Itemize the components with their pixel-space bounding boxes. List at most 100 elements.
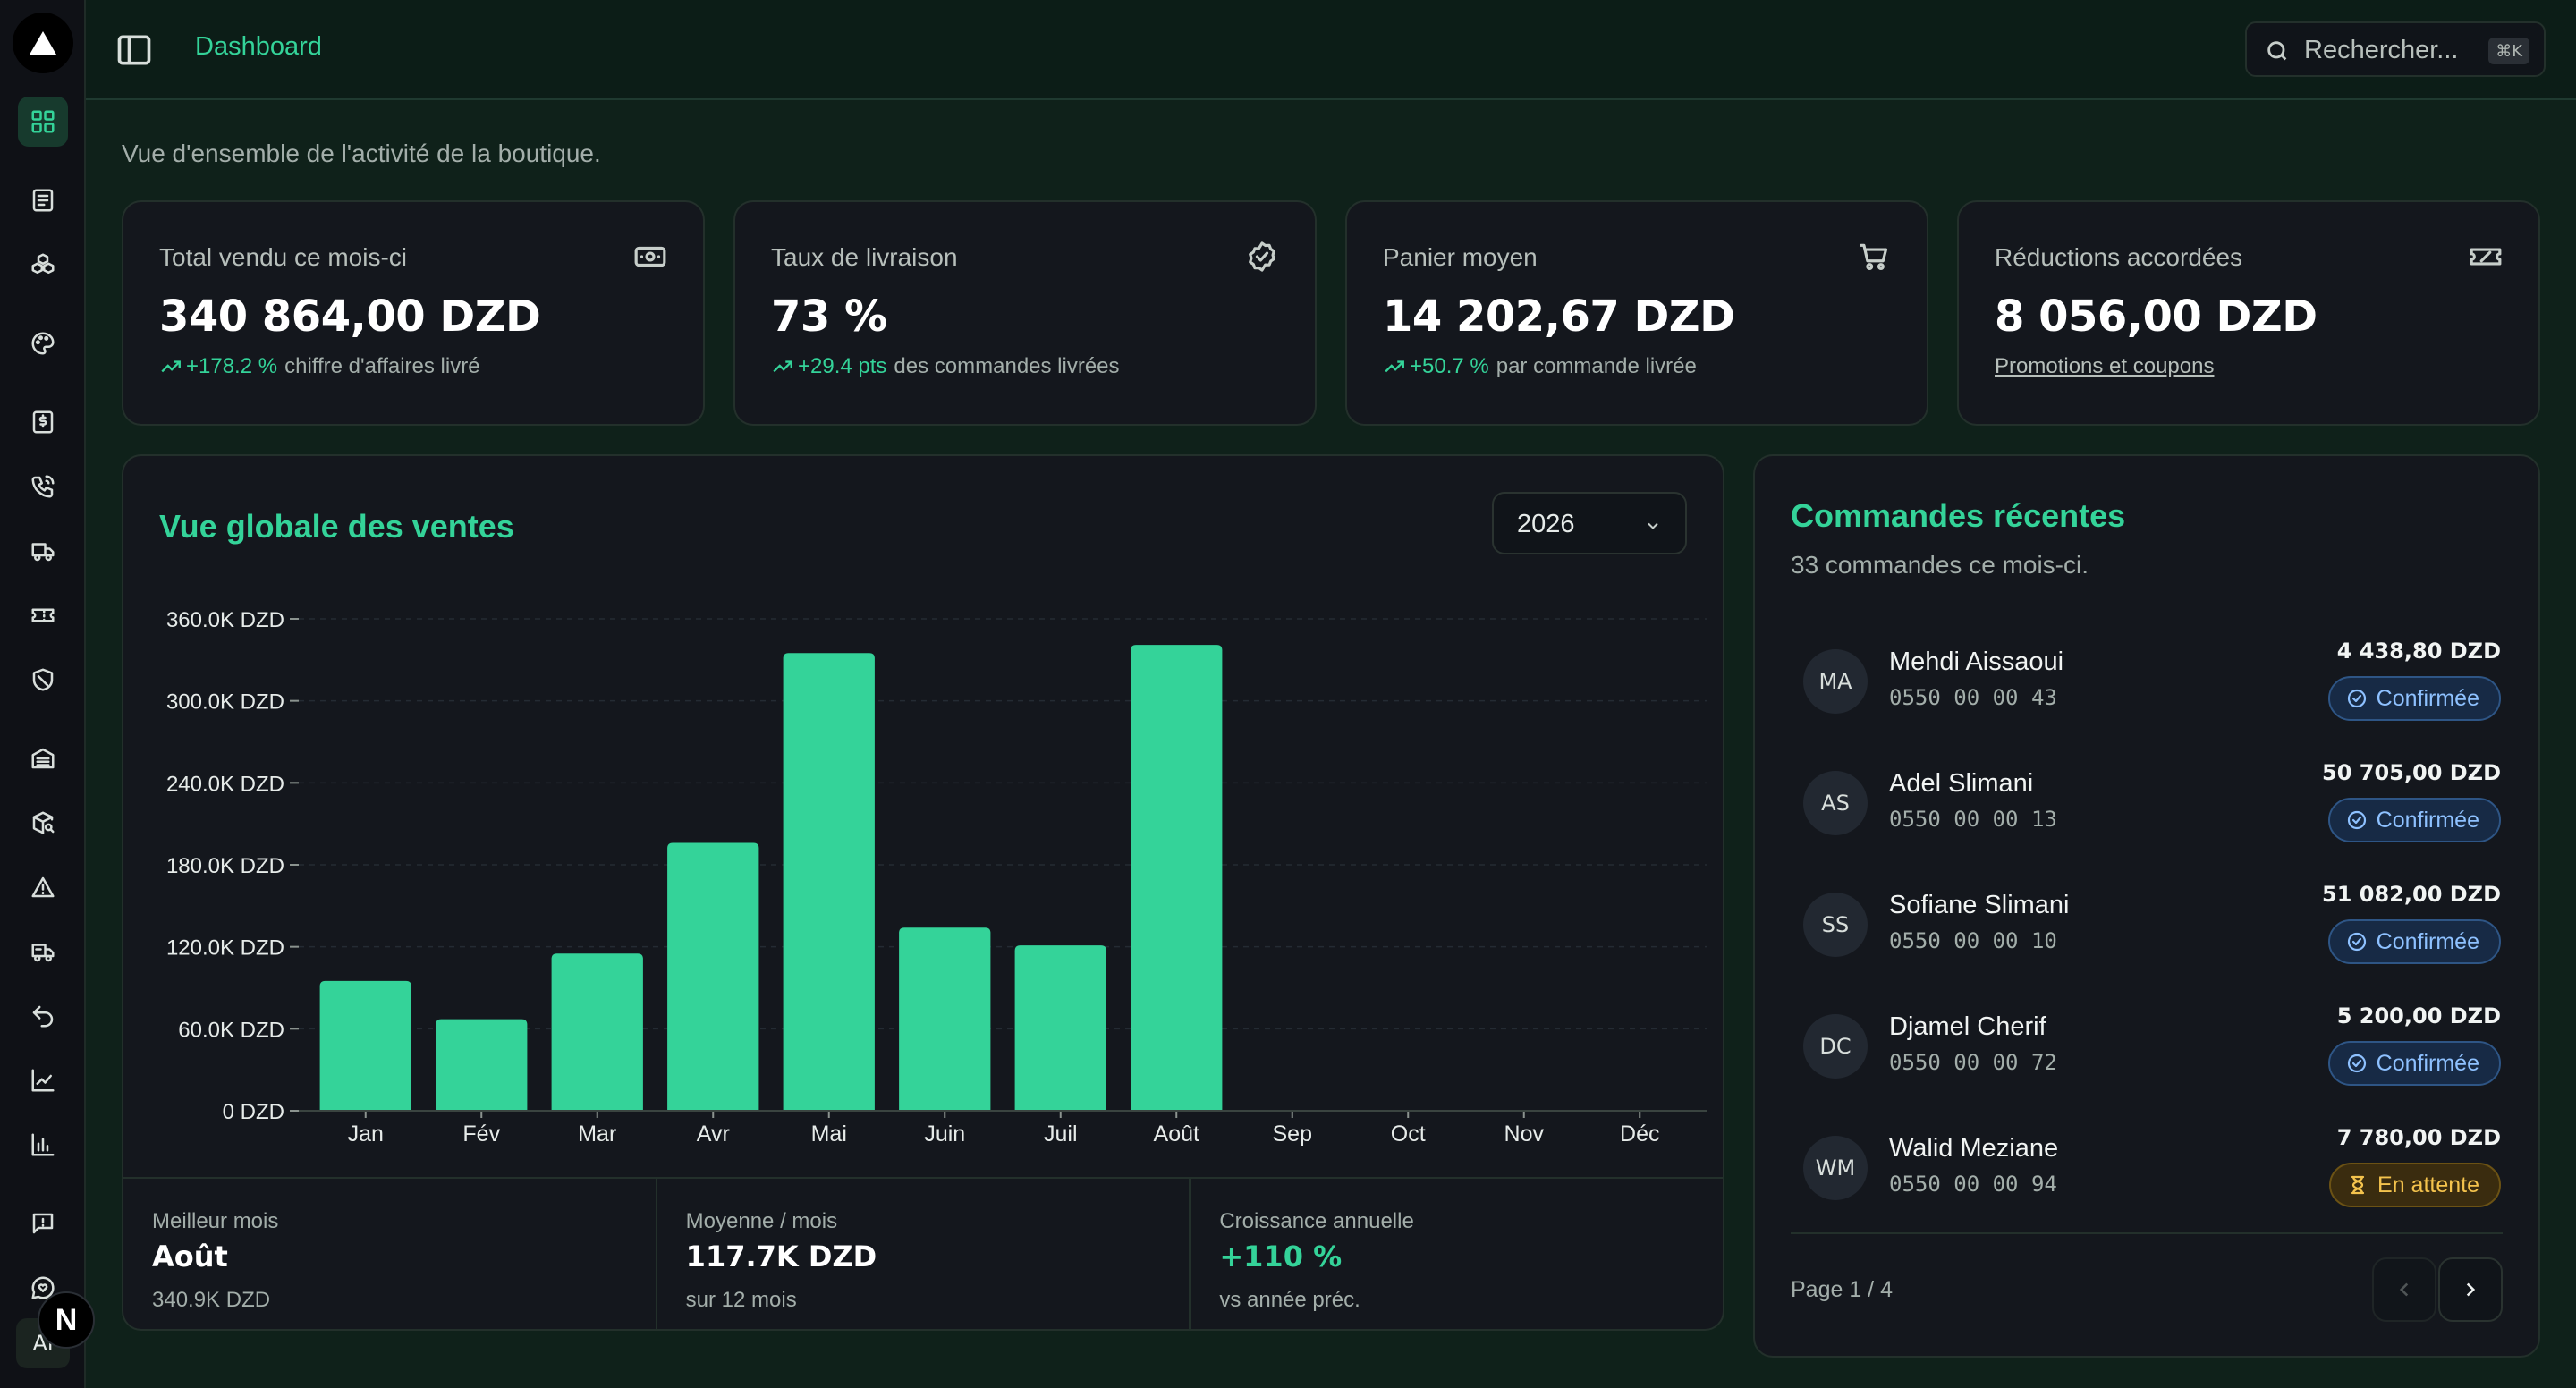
sidebar-item-support[interactable] <box>18 1263 68 1313</box>
cart-icon <box>1857 240 1891 274</box>
kpi-trend-value: +178.2 % <box>186 354 278 378</box>
order-amount: 5 200,00 DZD <box>2336 1003 2501 1028</box>
order-row[interactable]: AS Adel Slimani 0550 00 00 13 50 705,00 … <box>1803 751 2501 842</box>
sidebar-toggle-button[interactable] <box>113 29 156 72</box>
palette-icon <box>31 332 55 355</box>
sidebar-item-alerts[interactable] <box>18 862 68 912</box>
kpi-value: 73 % <box>771 292 887 342</box>
sidebar-item-reports[interactable] <box>18 1055 68 1105</box>
bar-mar[interactable] <box>551 953 643 1111</box>
sidebar-item-billing[interactable] <box>18 397 68 447</box>
y-tick-label: 240.0K DZD <box>166 772 284 796</box>
breadcrumb[interactable]: Dashboard <box>195 32 322 61</box>
chevron-down-icon <box>1648 522 1658 529</box>
sidebar-item-coupons[interactable] <box>18 590 68 640</box>
search-input[interactable]: Rechercher... ⌘K <box>2245 21 2546 77</box>
y-tick-label: 300.0K DZD <box>166 690 284 715</box>
warehouse-icon <box>31 748 55 769</box>
kpi-title: Taux de livraison <box>771 243 958 271</box>
status-badge: Confirmée <box>2327 1041 2501 1086</box>
sidebar-item-returns[interactable] <box>18 991 68 1041</box>
check-circle-icon <box>2347 810 2366 830</box>
trending-up-icon <box>1385 360 1404 373</box>
stat-sub: vs année préc. <box>1219 1288 1360 1312</box>
sidebar-item-packages[interactable] <box>18 798 68 848</box>
x-tick-label: Août <box>1154 1121 1199 1147</box>
stat-sub: 340.9K DZD <box>152 1288 271 1312</box>
kpi-trend: +50.7 % <box>1383 354 1489 379</box>
chevron-left-icon <box>2399 1282 2409 1297</box>
y-tick-label: 120.0K DZD <box>166 936 284 961</box>
x-tick-label: Oct <box>1391 1121 1426 1147</box>
sales-stats: Meilleur mois Août 340.9K DZD Moyenne / … <box>123 1177 1723 1329</box>
bar-mai[interactable] <box>783 653 875 1111</box>
bar-avr[interactable] <box>667 842 759 1111</box>
order-row[interactable]: DC Djamel Cherif 0550 00 00 72 5 200,00 … <box>1803 994 2501 1086</box>
next-page-button[interactable] <box>2438 1257 2503 1322</box>
sidebar-item-security[interactable] <box>18 655 68 705</box>
sidebar-item-inventory[interactable] <box>18 733 68 783</box>
x-tick-label: Déc <box>1620 1121 1659 1147</box>
year-select-value: 2026 <box>1517 510 1575 538</box>
kpi-trend-value: +50.7 % <box>1410 354 1489 378</box>
status-label: Confirmée <box>2376 807 2479 833</box>
order-amount: 50 705,00 DZD <box>2322 760 2501 785</box>
alert-triangle-icon <box>31 876 55 898</box>
stat-label: Croissance annuelle <box>1219 1209 1414 1233</box>
order-row[interactable]: SS Sofiane Slimani 0550 00 00 10 51 082,… <box>1803 873 2501 964</box>
order-row[interactable]: MA Mehdi Aissaoui 0550 00 00 43 4 438,80… <box>1803 630 2501 721</box>
x-tick-label: Avr <box>697 1121 730 1147</box>
kpi-trend-value: +29.4 pts <box>798 354 887 378</box>
bar-fév[interactable] <box>436 1019 528 1111</box>
bar-jan[interactable] <box>319 980 411 1111</box>
customer-avatar: WM <box>1803 1136 1868 1200</box>
orders-title: Commandes récentes <box>1791 497 2126 534</box>
sidebar-item-shipping[interactable] <box>18 526 68 576</box>
x-tick-label: Jan <box>348 1121 384 1147</box>
promotions-link[interactable]: Promotions et coupons <box>1995 354 2215 378</box>
status-badge: Confirmée <box>2327 919 2501 964</box>
invoice-dollar-icon <box>32 410 54 434</box>
stat-value: 117.7K DZD <box>685 1240 877 1274</box>
order-row[interactable]: WM Walid Meziane 0550 00 00 94 7 780,00 … <box>1803 1116 2501 1207</box>
x-tick-label: Mar <box>578 1121 616 1147</box>
line-chart-icon <box>31 1069 55 1092</box>
sidebar-item-delivery[interactable] <box>18 927 68 977</box>
status-badge: En attente <box>2329 1163 2501 1207</box>
shield-off-icon <box>32 668 54 691</box>
customer-name: Mehdi Aissaoui <box>1889 647 2064 676</box>
sidebar-item-themes[interactable] <box>18 318 68 368</box>
order-amount: 7 780,00 DZD <box>2336 1125 2501 1150</box>
previous-page-button[interactable] <box>2372 1257 2436 1322</box>
divider <box>1791 1232 2503 1234</box>
x-tick-label: Juin <box>924 1121 965 1147</box>
bar-août[interactable] <box>1131 645 1223 1111</box>
delivery-truck-icon <box>31 944 55 962</box>
sidebar-item-dashboard[interactable] <box>18 97 68 147</box>
search-placeholder: Rechercher... <box>2304 36 2459 64</box>
sidebar-item-orders[interactable] <box>18 175 68 225</box>
check-circle-icon <box>2347 932 2366 952</box>
kpi-foot-text: chiffre d'affaires livré <box>284 354 480 378</box>
sidebar-item-products[interactable] <box>18 240 68 290</box>
kpi-footer: +178.2 % chiffre d'affaires livré <box>159 354 480 379</box>
orders-subtitle: 33 commandes ce mois-ci. <box>1791 551 2089 579</box>
sidebar-item-feedback[interactable] <box>18 1198 68 1248</box>
app-logo[interactable] <box>13 13 73 73</box>
x-tick-label: Nov <box>1504 1121 1545 1147</box>
bar-juin[interactable] <box>899 927 991 1111</box>
sidebar-item-calls[interactable] <box>18 461 68 512</box>
stat-label: Meilleur mois <box>152 1209 279 1233</box>
sidebar: Al <box>0 0 86 1388</box>
kpi-title: Panier moyen <box>1383 243 1538 271</box>
hourglass-icon <box>2351 1175 2365 1195</box>
bar-juil[interactable] <box>1014 945 1106 1111</box>
pagination-label: Page 1 / 4 <box>1791 1277 1893 1302</box>
sidebar-item-analytics[interactable] <box>18 1120 68 1170</box>
status-badge: Confirmée <box>2327 676 2501 721</box>
year-select[interactable]: 2026 <box>1492 492 1687 554</box>
trending-up-icon <box>161 360 181 373</box>
package-search-icon <box>32 811 55 834</box>
status-label: Confirmée <box>2376 1050 2479 1076</box>
nextjs-badge[interactable]: N <box>38 1291 95 1349</box>
